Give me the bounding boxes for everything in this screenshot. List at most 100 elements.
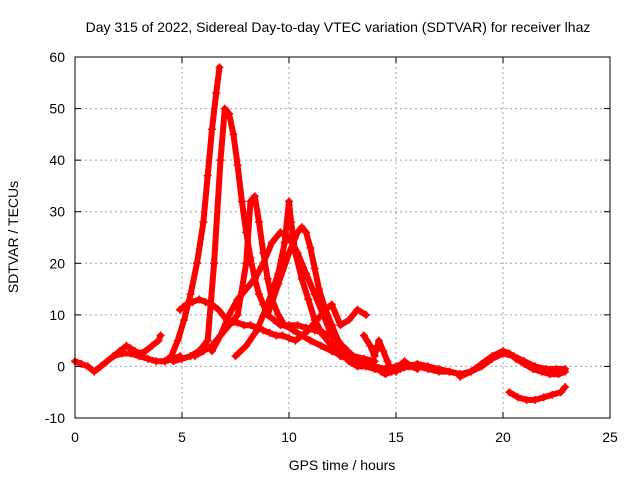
- series-sat-g: [231, 197, 570, 379]
- data-point: [188, 297, 197, 306]
- data-point: [287, 218, 296, 227]
- data-point: [203, 336, 212, 345]
- data-point: [141, 346, 150, 355]
- data-point: [233, 161, 242, 170]
- y-tick-label: -10: [45, 410, 65, 426]
- data-point: [225, 310, 234, 319]
- data-point: [175, 305, 184, 314]
- data-point: [291, 336, 300, 345]
- data-point: [167, 352, 176, 361]
- data-point: [362, 310, 371, 319]
- data-point: [513, 393, 522, 402]
- series-sat-l: [359, 331, 422, 376]
- data-point: [190, 352, 199, 361]
- series-sat-i: [263, 223, 465, 379]
- data-point: [267, 238, 276, 247]
- data-point: [321, 305, 330, 314]
- y-tick-label: 60: [49, 49, 65, 65]
- data-point: [340, 346, 349, 355]
- data-point: [207, 346, 216, 355]
- data-point: [214, 305, 223, 314]
- data-point: [220, 104, 229, 113]
- data-point: [359, 359, 368, 368]
- data-point: [289, 326, 298, 335]
- series-trace: [232, 198, 569, 378]
- data-point: [561, 383, 570, 392]
- data-point: [477, 359, 486, 368]
- data-point: [237, 197, 246, 206]
- series-sat-c: [160, 63, 224, 366]
- data-point: [210, 259, 219, 268]
- data-point: [406, 362, 415, 371]
- data-point: [310, 316, 319, 325]
- series-sat-k: [505, 383, 570, 404]
- series-trace: [191, 193, 399, 375]
- data-point: [370, 362, 379, 371]
- data-point: [561, 367, 570, 376]
- data-point: [293, 321, 302, 330]
- data-point: [297, 331, 306, 340]
- chart-title: Day 315 of 2022, Sidereal Day-to-day VTE…: [86, 19, 591, 35]
- data-point: [265, 328, 274, 337]
- data-point: [280, 321, 289, 330]
- data-point: [216, 331, 225, 340]
- data-point: [203, 171, 212, 180]
- axis-ticks: 0 5 10 15 20 25 -10 0 10 20 30 40 50 60: [45, 49, 618, 445]
- data-point: [285, 197, 293, 206]
- data-point: [304, 295, 313, 304]
- data-point: [379, 346, 388, 355]
- data-point: [306, 243, 315, 252]
- data-point: [383, 357, 392, 366]
- data-series: [71, 63, 570, 404]
- y-axis-label: SDTVAR / TECUs: [5, 181, 21, 293]
- data-point: [216, 156, 225, 165]
- data-point: [242, 341, 251, 350]
- series-trace: [72, 332, 164, 375]
- y-tick-label: 40: [49, 152, 65, 168]
- data-point: [207, 125, 216, 134]
- data-point: [302, 323, 311, 332]
- y-tick-label: 50: [49, 101, 65, 117]
- data-point: [276, 228, 285, 237]
- data-point: [285, 334, 293, 343]
- data-point: [178, 354, 186, 363]
- data-point: [246, 197, 255, 206]
- data-point: [259, 259, 268, 268]
- x-tick-label: 25: [602, 429, 618, 445]
- data-point: [488, 352, 497, 361]
- data-point: [505, 388, 514, 397]
- data-point: [154, 336, 163, 345]
- data-point: [122, 341, 131, 350]
- data-point: [548, 390, 557, 399]
- data-point: [199, 346, 208, 355]
- data-point: [327, 300, 336, 309]
- data-point: [285, 248, 293, 257]
- x-tick-label: 5: [178, 429, 186, 445]
- data-point: [528, 365, 537, 374]
- data-point: [434, 365, 443, 374]
- data-point: [537, 367, 546, 376]
- data-point: [195, 295, 204, 304]
- plot-frame: [74, 56, 611, 419]
- data-point: [173, 336, 182, 345]
- y-tick-label: 0: [57, 358, 65, 374]
- data-point: [263, 274, 272, 283]
- data-point: [319, 331, 328, 340]
- data-point: [387, 367, 396, 376]
- data-point: [250, 274, 259, 283]
- data-point: [334, 336, 343, 345]
- data-point: [381, 370, 390, 379]
- data-point: [349, 354, 358, 363]
- data-point: [182, 300, 191, 309]
- data-point: [344, 316, 353, 325]
- data-point: [293, 248, 302, 257]
- data-point: [302, 228, 311, 237]
- data-point: [297, 274, 306, 283]
- data-point: [499, 346, 507, 355]
- data-point: [135, 352, 144, 361]
- data-point: [520, 359, 529, 368]
- data-point: [160, 357, 169, 366]
- data-point: [317, 341, 326, 350]
- y-tick-label: 10: [49, 307, 65, 323]
